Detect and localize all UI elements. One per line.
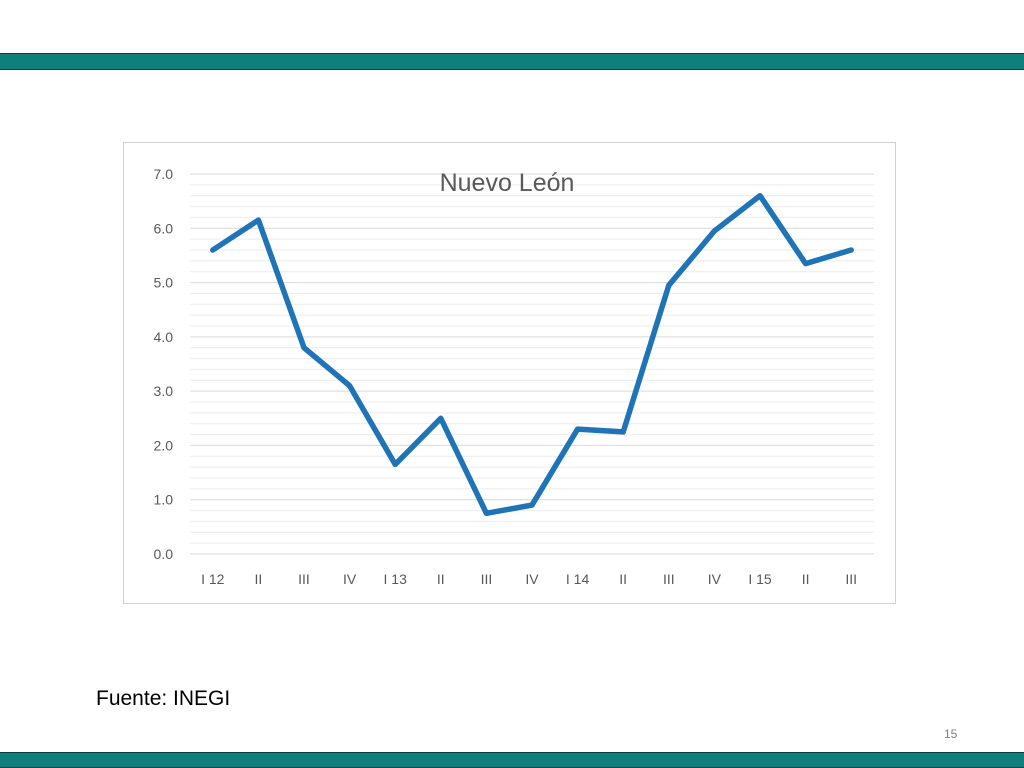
chart-container: 0.0 1.0 2.0 3.0 4.0 5.0 6.0 7.0 I 12 II III IV I 13 I… [123,142,896,604]
x-tick-label: I 12 [201,571,225,587]
y-tick-label: 3.0 [154,383,174,399]
x-tick-label: III [298,571,310,587]
y-tick-label: 1.0 [154,492,174,508]
x-tick-label: I 15 [748,571,772,587]
y-tick-label: 5.0 [154,275,174,291]
y-tick-label: 0.0 [154,546,174,562]
source-note: Fuente: INEGI [96,687,231,710]
x-tick-label: I 13 [384,571,408,587]
x-tick-label: II [619,571,627,587]
x-tick-label: I 14 [566,571,590,587]
x-tick-label: IV [708,571,722,587]
x-tick-label: III [481,571,493,587]
x-tick-label: III [845,571,857,587]
x-tick-label: II [437,571,445,587]
line-chart: 0.01.02.03.04.05.06.07.0I 12 II III IV I 13 I… [154,166,874,587]
page-number: 15 [944,727,958,741]
series-line [210,192,854,517]
x-tick-label: II [255,571,263,587]
chart-title: Nuevo León [440,169,575,197]
x-tick-label: IV [525,571,539,587]
x-tick-label: IV [343,571,357,587]
y-tick-label: 4.0 [154,329,174,345]
y-tick-label: 2.0 [154,437,174,453]
x-tick-label: II [802,571,810,587]
top-accent-band [0,53,1024,70]
y-tick-label: 6.0 [154,220,174,236]
y-tick-label: 7.0 [154,166,174,182]
x-tick-label: III [663,571,675,587]
bottom-accent-band [0,752,1024,768]
